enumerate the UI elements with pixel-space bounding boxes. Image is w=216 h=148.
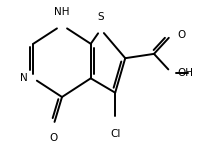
Text: Cl: Cl	[110, 129, 120, 139]
Text: O: O	[49, 133, 57, 143]
Text: N: N	[20, 73, 27, 83]
Text: OH: OH	[177, 68, 193, 78]
Text: NH: NH	[54, 7, 70, 17]
Text: O: O	[177, 30, 185, 40]
Text: S: S	[97, 12, 104, 22]
